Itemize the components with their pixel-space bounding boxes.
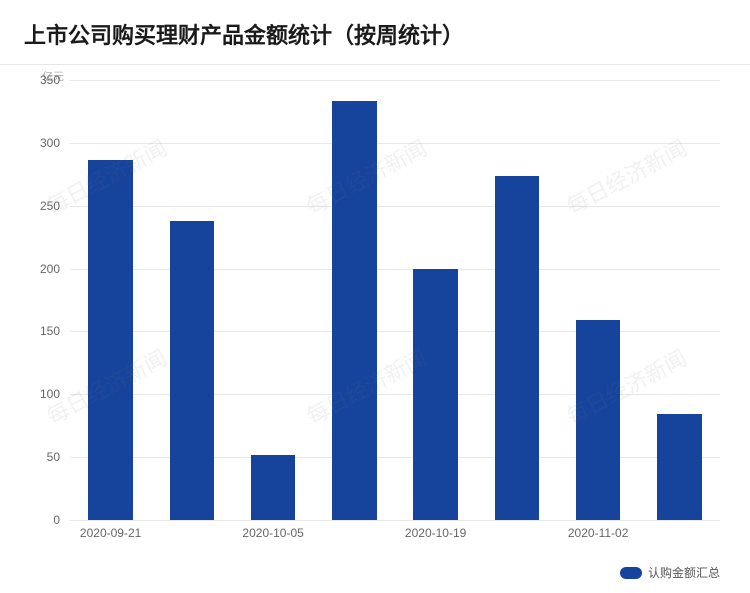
y-axis: 050100150200250300350 [0, 80, 70, 520]
y-tick-label: 0 [53, 513, 60, 527]
legend-label: 认购金额汇总 [648, 564, 720, 581]
y-tick-label: 150 [40, 324, 60, 338]
bar [170, 221, 215, 520]
chart-container: 上市公司购买理财产品金额统计（按周统计） 亿元 0501001502002503… [0, 0, 750, 593]
y-tick-label: 350 [40, 73, 60, 87]
x-tick-label: 2020-09-21 [80, 526, 141, 540]
x-tick-label: 2020-10-05 [242, 526, 303, 540]
y-tick-label: 250 [40, 199, 60, 213]
y-tick-label: 100 [40, 387, 60, 401]
bar [88, 160, 133, 520]
chart-title: 上市公司购买理财产品金额统计（按周统计） [24, 18, 750, 50]
bar [657, 414, 702, 520]
bar [251, 455, 296, 520]
y-tick-label: 300 [40, 136, 60, 150]
bar [495, 176, 540, 520]
x-axis: 2020-09-21 2020-10-05 2020-10-19 2020-11-02 [70, 520, 720, 550]
title-area: 上市公司购买理财产品金额统计（按周统计） [0, 0, 750, 65]
legend-swatch [620, 567, 642, 579]
bar [576, 320, 621, 520]
y-tick-label: 200 [40, 262, 60, 276]
bar [332, 101, 377, 520]
x-tick-label: 2020-10-19 [405, 526, 466, 540]
x-tick-label: 2020-11-02 [568, 526, 629, 540]
bar [413, 269, 458, 520]
legend: 认购金额汇总 [620, 564, 720, 581]
y-tick-label: 50 [47, 450, 60, 464]
plot-area [70, 80, 720, 520]
